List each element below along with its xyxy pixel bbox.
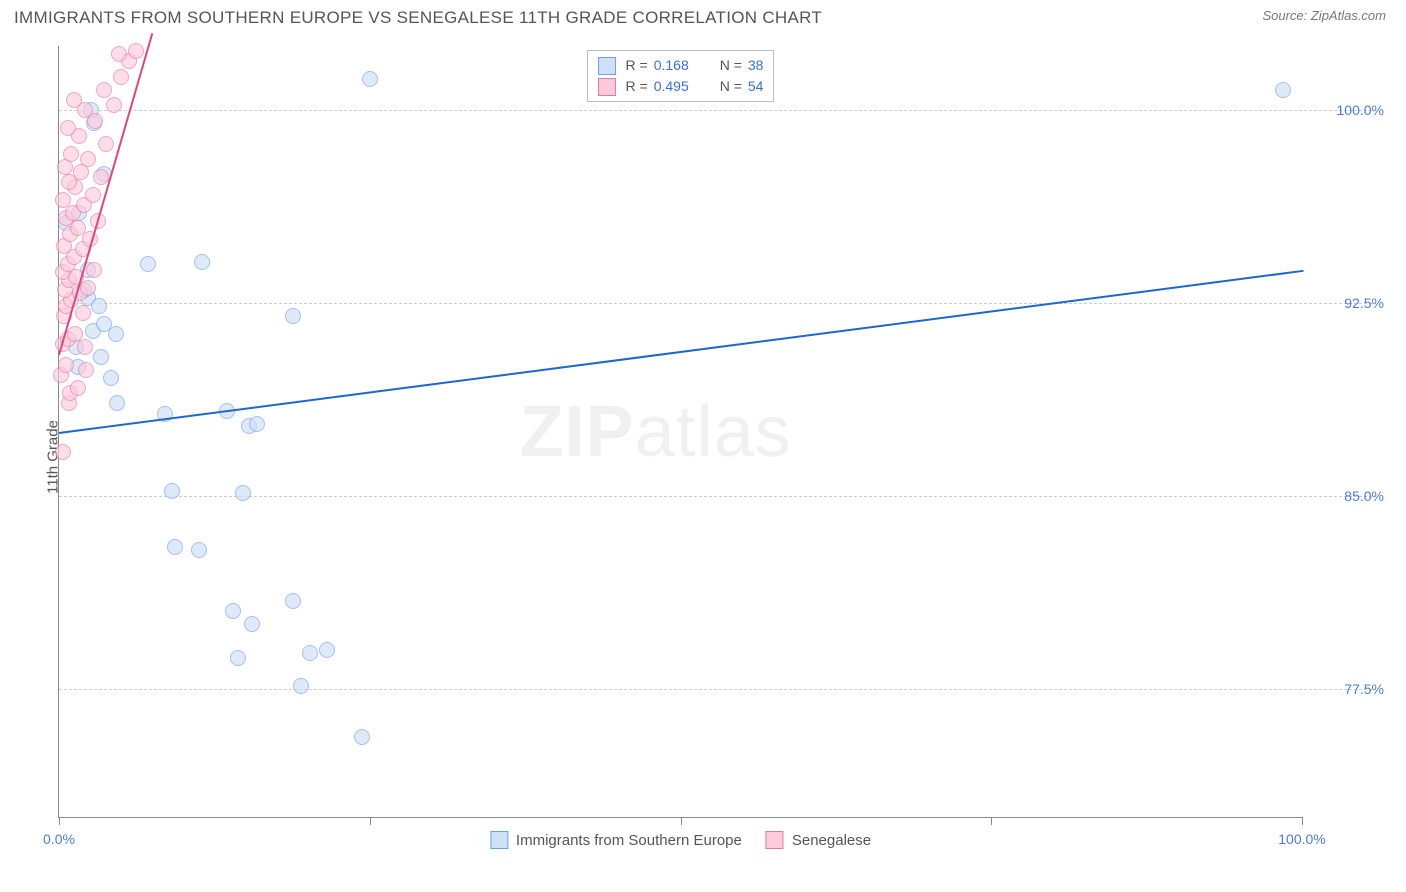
data-point bbox=[194, 254, 210, 270]
source-link[interactable]: ZipAtlas.com bbox=[1311, 8, 1386, 23]
data-point bbox=[98, 136, 114, 152]
data-point bbox=[63, 146, 79, 162]
gridline bbox=[59, 110, 1372, 111]
n-value: 38 bbox=[748, 55, 764, 76]
legend-swatch bbox=[598, 57, 616, 75]
data-point bbox=[77, 102, 93, 118]
data-point bbox=[80, 151, 96, 167]
y-tick-label: 100.0% bbox=[1314, 102, 1384, 118]
x-tick-label: 100.0% bbox=[1278, 831, 1325, 847]
plot-region: ZIPatlas R = 0.168N = 38R = 0.495N = 54 … bbox=[58, 46, 1302, 818]
data-point bbox=[60, 120, 76, 136]
y-tick-label: 85.0% bbox=[1314, 488, 1384, 504]
source-prefix: Source: bbox=[1262, 8, 1310, 23]
source-attribution: Source: ZipAtlas.com bbox=[1262, 8, 1386, 23]
data-point bbox=[285, 308, 301, 324]
gridline bbox=[59, 496, 1372, 497]
data-point bbox=[77, 339, 93, 355]
legend-item: Senegalese bbox=[766, 831, 871, 849]
trend-line bbox=[59, 269, 1303, 433]
data-point bbox=[1275, 82, 1291, 98]
legend-bottom: Immigrants from Southern Europe Senegales… bbox=[490, 831, 871, 849]
r-label: R = bbox=[626, 76, 648, 97]
x-tick bbox=[59, 817, 60, 825]
data-point bbox=[244, 616, 260, 632]
watermark-strong: ZIP bbox=[520, 392, 635, 472]
data-point bbox=[55, 192, 71, 208]
data-point bbox=[362, 71, 378, 87]
data-point bbox=[249, 416, 265, 432]
data-point bbox=[91, 298, 107, 314]
legend-swatch bbox=[598, 78, 616, 96]
data-point bbox=[70, 380, 86, 396]
data-point bbox=[191, 542, 207, 558]
n-label: N = bbox=[720, 55, 742, 76]
data-point bbox=[354, 729, 370, 745]
data-point bbox=[164, 483, 180, 499]
y-tick-label: 92.5% bbox=[1314, 295, 1384, 311]
gridline bbox=[59, 303, 1372, 304]
data-point bbox=[230, 650, 246, 666]
data-point bbox=[108, 326, 124, 342]
n-label: N = bbox=[720, 76, 742, 97]
data-point bbox=[302, 645, 318, 661]
x-tick bbox=[991, 817, 992, 825]
data-point bbox=[58, 357, 74, 373]
data-point bbox=[293, 678, 309, 694]
data-point bbox=[93, 349, 109, 365]
legend-stats-box: R = 0.168 N = 38 R = 0.495 N = 54 bbox=[587, 50, 775, 102]
data-point bbox=[96, 82, 112, 98]
header: IMMIGRANTS FROM SOUTHERN EUROPE VS SENEG… bbox=[0, 0, 1406, 32]
data-point bbox=[319, 642, 335, 658]
data-point bbox=[67, 326, 83, 342]
legend-stat-row: R = 0.495 N = 54 bbox=[598, 76, 764, 97]
legend-stat-row: R = 0.168 N = 38 bbox=[598, 55, 764, 76]
n-value: 54 bbox=[748, 76, 764, 97]
data-point bbox=[167, 539, 183, 555]
data-point bbox=[106, 97, 122, 113]
data-point bbox=[235, 485, 251, 501]
legend-swatch bbox=[490, 831, 508, 849]
data-point bbox=[96, 316, 112, 332]
watermark-light: atlas bbox=[635, 392, 792, 472]
data-point bbox=[128, 43, 144, 59]
data-point bbox=[111, 46, 127, 62]
y-tick-label: 77.5% bbox=[1314, 681, 1384, 697]
r-value: 0.168 bbox=[654, 55, 704, 76]
data-point bbox=[86, 262, 102, 278]
data-point bbox=[225, 603, 241, 619]
legend-label: Senegalese bbox=[792, 832, 871, 849]
x-tick bbox=[1302, 817, 1303, 825]
legend-item: Immigrants from Southern Europe bbox=[490, 831, 742, 849]
legend-swatch bbox=[766, 831, 784, 849]
data-point bbox=[55, 444, 71, 460]
x-tick bbox=[370, 817, 371, 825]
r-label: R = bbox=[626, 55, 648, 76]
x-tick bbox=[681, 817, 682, 825]
data-point bbox=[103, 370, 119, 386]
data-point bbox=[140, 256, 156, 272]
gridline bbox=[59, 689, 1372, 690]
legend-label: Immigrants from Southern Europe bbox=[516, 832, 742, 849]
x-tick-label: 0.0% bbox=[43, 831, 75, 847]
chart-area: 11th Grade ZIPatlas R = 0.168N = 38R = 0… bbox=[14, 36, 1392, 878]
watermark: ZIPatlas bbox=[520, 391, 792, 473]
data-point bbox=[113, 69, 129, 85]
data-point bbox=[285, 593, 301, 609]
r-value: 0.495 bbox=[654, 76, 704, 97]
data-point bbox=[75, 305, 91, 321]
data-point bbox=[78, 362, 94, 378]
data-point bbox=[109, 395, 125, 411]
data-point bbox=[85, 187, 101, 203]
chart-title: IMMIGRANTS FROM SOUTHERN EUROPE VS SENEG… bbox=[14, 8, 822, 28]
